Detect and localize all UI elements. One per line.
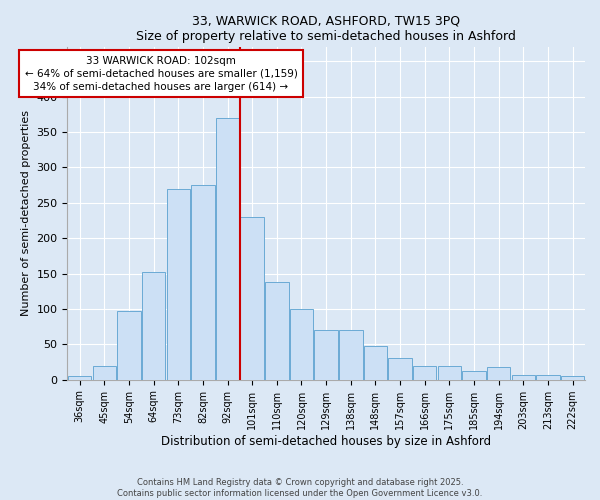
Bar (241, 217, 264, 380)
Bar (364, 346, 387, 380)
Bar (142, 272, 165, 380)
Bar (314, 330, 338, 380)
Bar (463, 371, 486, 380)
Bar (167, 188, 190, 380)
Bar (413, 366, 436, 380)
X-axis label: Distribution of semi-detached houses by size in Ashford: Distribution of semi-detached houses by … (161, 434, 491, 448)
Bar (290, 309, 313, 380)
Bar (92, 366, 116, 380)
Bar (117, 311, 140, 380)
Text: Contains HM Land Registry data © Crown copyright and database right 2025.
Contai: Contains HM Land Registry data © Crown c… (118, 478, 482, 498)
Text: 33 WARWICK ROAD: 102sqm
← 64% of semi-detached houses are smaller (1,159)
34% of: 33 WARWICK ROAD: 102sqm ← 64% of semi-de… (25, 56, 298, 92)
Y-axis label: Number of semi-detached properties: Number of semi-detached properties (21, 110, 31, 316)
Bar (388, 358, 412, 380)
Bar (265, 282, 289, 380)
Title: 33, WARWICK ROAD, ASHFORD, TW15 3PQ
Size of property relative to semi-detached h: 33, WARWICK ROAD, ASHFORD, TW15 3PQ Size… (136, 15, 516, 43)
Bar (561, 376, 584, 380)
Bar (487, 367, 511, 380)
Bar (339, 330, 362, 380)
Bar (512, 375, 535, 380)
Bar (438, 366, 461, 380)
Bar (68, 376, 91, 380)
Bar (216, 118, 239, 380)
Bar (191, 185, 215, 380)
Bar (536, 375, 560, 380)
